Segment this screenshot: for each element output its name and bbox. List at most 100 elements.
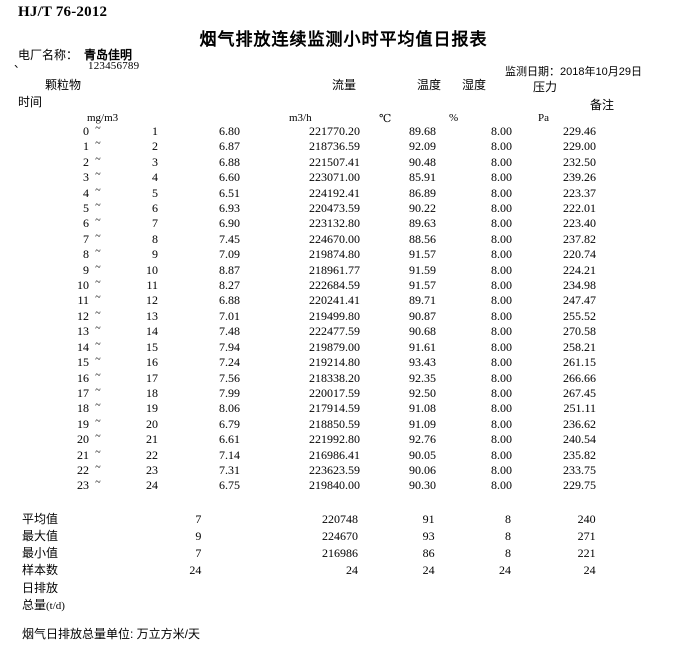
cell-humidity: 8.00 xyxy=(491,247,512,262)
column-header-pm: 颗粒物 xyxy=(45,78,82,92)
cell-hour-to: 23 xyxy=(146,462,158,477)
summary-pressure: 240 xyxy=(577,512,596,526)
column-header-humidity: 湿度 xyxy=(462,78,487,92)
cell-hour-to: 19 xyxy=(146,401,158,416)
cell-humidity: 8.00 xyxy=(491,462,512,477)
plant-name-label: 电厂名称： xyxy=(18,48,79,62)
cell-remark xyxy=(624,247,687,262)
cell-humidity: 8.00 xyxy=(491,401,512,416)
table-row: 22 ~23 7.31 223623.59 90.06 8.00 233.75 xyxy=(0,462,687,478)
cell-temperature: 89.71 xyxy=(409,293,436,308)
cell-pressure: 240.54 xyxy=(563,432,596,447)
cell-hour-from: 18 xyxy=(77,401,89,416)
table-row: 12 ~13 7.01 219499.80 90.87 8.00 255.52 xyxy=(0,308,687,324)
cell-pm: 6.51 xyxy=(219,185,240,200)
table-row: 13 ~14 7.48 222477.59 90.68 8.00 270.58 xyxy=(0,323,687,339)
cell-remark xyxy=(624,340,687,355)
cell-hour-from: 9 xyxy=(83,262,89,277)
summary-row: 平均值 7 220748 91 8 240 xyxy=(0,511,687,528)
cell-hour-to: 14 xyxy=(146,324,158,339)
cell-hour-from: 23 xyxy=(77,478,89,493)
cell-hour-separator: ~ xyxy=(95,230,101,242)
cell-humidity: 8.00 xyxy=(491,216,512,231)
cell-hour-separator: ~ xyxy=(95,292,101,304)
cell-hour-separator: ~ xyxy=(95,338,101,350)
summary-temperature: 91 xyxy=(422,512,435,526)
cell-remark xyxy=(624,463,687,478)
cell-remark xyxy=(624,278,687,293)
cell-hour-from: 5 xyxy=(83,201,89,216)
table-row: 1 ~2 6.87 218736.59 92.09 8.00 229.00 xyxy=(0,138,687,154)
cell-temperature: 85.91 xyxy=(409,170,436,185)
cell-temperature: 90.30 xyxy=(409,478,436,493)
cell-pm: 6.93 xyxy=(219,201,240,216)
cell-flow: 217914.59 xyxy=(309,401,360,416)
cell-humidity: 8.00 xyxy=(491,432,512,447)
cell-pressure: 234.98 xyxy=(563,278,596,293)
cell-temperature: 89.68 xyxy=(409,124,436,138)
cell-hour-separator: ~ xyxy=(95,215,101,227)
cell-hour-from: 1 xyxy=(83,139,89,154)
cell-flow: 219214.80 xyxy=(309,355,360,370)
column-header-time: 时间 xyxy=(18,95,43,109)
cell-humidity: 8.00 xyxy=(491,339,512,354)
daily-total-line1: 日排放 xyxy=(22,581,59,595)
summary-table: 平均值 7 220748 91 8 240 最大值 9 224670 93 8 271 最小值 7 2169… xyxy=(0,511,687,579)
cell-temperature: 86.89 xyxy=(409,185,436,200)
standard-code: HJ/T 76-2012 xyxy=(18,4,108,20)
cell-pm: 6.61 xyxy=(219,432,240,447)
cell-remark xyxy=(624,478,687,493)
cell-pm: 7.09 xyxy=(219,247,240,262)
cell-hour-separator: ~ xyxy=(95,277,101,289)
cell-hour-to: 8 xyxy=(152,231,158,246)
cell-temperature: 91.59 xyxy=(409,262,436,277)
cell-pressure: 223.40 xyxy=(563,216,596,231)
cell-temperature: 90.48 xyxy=(409,154,436,169)
cell-pressure: 247.47 xyxy=(563,293,596,308)
summary-pm: 7 xyxy=(195,546,202,560)
summary-remark xyxy=(624,545,687,562)
table-row: 23 ~24 6.75 219840.00 90.30 8.00 229.75 xyxy=(0,477,687,493)
cell-humidity: 8.00 xyxy=(491,308,512,323)
cell-hour-separator: ~ xyxy=(95,200,101,212)
cell-pressure: 229.75 xyxy=(563,478,596,493)
summary-remark xyxy=(624,511,687,528)
table-row: 2 ~3 6.88 221507.41 90.48 8.00 232.50 xyxy=(0,154,687,170)
summary-row: 样本数 24 24 24 24 24 xyxy=(0,562,687,579)
cell-pm: 7.56 xyxy=(219,370,240,385)
cell-humidity: 8.00 xyxy=(491,124,512,138)
cell-pressure: 251.11 xyxy=(563,401,596,416)
cell-hour-separator: ~ xyxy=(95,354,101,366)
cell-humidity: 8.00 xyxy=(491,154,512,169)
cell-hour-to: 3 xyxy=(152,154,158,169)
page-left-rule xyxy=(10,4,11,642)
cell-flow: 221507.41 xyxy=(309,154,360,169)
cell-humidity: 8.00 xyxy=(491,170,512,185)
cell-flow: 222684.59 xyxy=(309,278,360,293)
cell-pm: 7.45 xyxy=(219,231,240,246)
cell-remark xyxy=(624,432,687,447)
cell-remark xyxy=(624,309,687,324)
cell-hour-from: 16 xyxy=(77,370,89,385)
cell-flow: 221992.80 xyxy=(309,432,360,447)
cell-remark xyxy=(624,448,687,463)
cell-temperature: 90.87 xyxy=(409,308,436,323)
cell-hour-from: 7 xyxy=(83,231,89,246)
cell-hour-separator: ~ xyxy=(95,184,101,196)
unit-pressure: Pa xyxy=(538,112,549,124)
cell-flow: 223071.00 xyxy=(309,170,360,185)
cell-hour-separator: ~ xyxy=(95,123,101,134)
cell-remark xyxy=(624,401,687,416)
plant-code-value: 123456789 xyxy=(88,60,140,72)
cell-hour-from: 14 xyxy=(77,339,89,354)
summary-pressure: 271 xyxy=(577,529,596,543)
footnote: 烟气日排放总量单位: 万立方米/天 xyxy=(22,627,201,641)
cell-remark xyxy=(624,170,687,185)
cell-pm: 7.99 xyxy=(219,385,240,400)
cell-pm: 7.24 xyxy=(219,355,240,370)
cell-hour-to: 1 xyxy=(152,124,158,138)
cell-temperature: 90.05 xyxy=(409,447,436,462)
cell-temperature: 92.76 xyxy=(409,432,436,447)
cell-humidity: 8.00 xyxy=(491,201,512,216)
cell-pm: 6.87 xyxy=(219,139,240,154)
